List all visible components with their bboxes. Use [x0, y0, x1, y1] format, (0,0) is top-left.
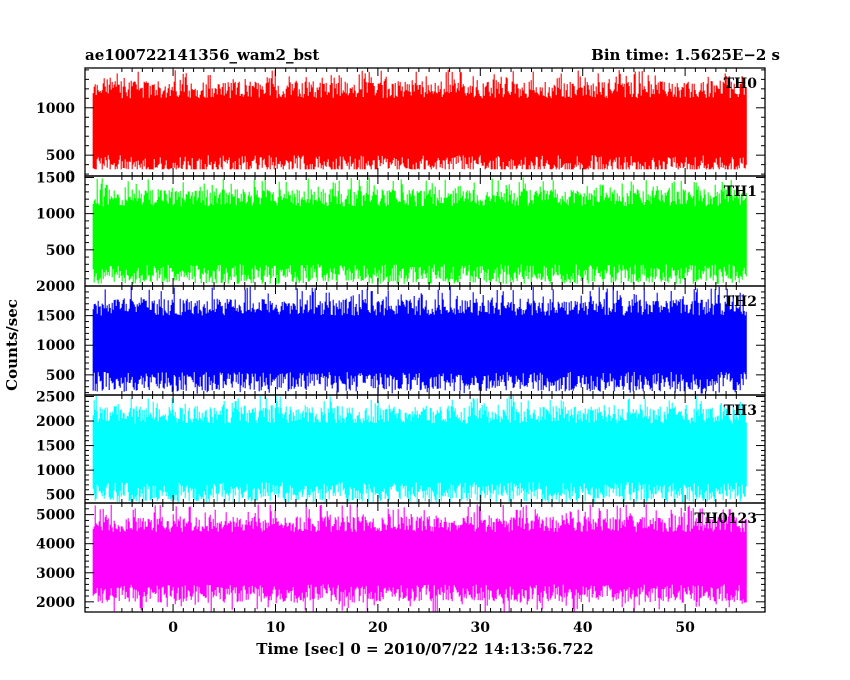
y-tick-label: 5000 [36, 508, 75, 524]
chart-subtitle: Bin time: 1.5625E−2 s [591, 46, 780, 64]
panel-label-TH0123: TH0123 [694, 511, 757, 527]
y-tick-label: 3000 [36, 566, 75, 582]
x-tick-label: 40 [573, 620, 593, 636]
y-tick-label: 1000 [36, 207, 75, 223]
series-line-TH0 [92, 69, 747, 170]
y-tick-label: 0 [65, 169, 75, 185]
x-axis-label: Time [sec] 0 = 2010/07/22 14:13:56.722 [256, 640, 593, 658]
series-line-TH0123 [92, 504, 747, 612]
series-line-TH3 [92, 395, 747, 502]
y-tick-label: 2000 [36, 279, 75, 295]
y-tick-label: 1500 [36, 170, 75, 186]
y-tick-label: 4000 [36, 537, 75, 553]
y-tick-label: 500 [46, 368, 75, 384]
panel-label-TH1: TH1 [724, 184, 757, 200]
y-tick-label: 500 [46, 148, 75, 164]
panel-label-TH3: TH3 [724, 403, 757, 419]
y-tick-label: 2000 [36, 414, 75, 430]
y-tick-label: 500 [46, 488, 75, 504]
y-tick-label: 2500 [36, 389, 75, 405]
y-tick-label: 1000 [36, 463, 75, 479]
x-tick-label: 20 [368, 620, 388, 636]
series-line-TH1 [92, 177, 747, 284]
y-tick-label: 1000 [36, 338, 75, 354]
panel-label-TH0: TH0 [724, 76, 758, 92]
panel-frame [84, 502, 766, 613]
x-tick-label: 50 [675, 620, 695, 636]
y-tick-label: 2000 [36, 595, 75, 611]
series-line-TH2 [92, 286, 747, 394]
y-tick-label: 1000 [36, 101, 75, 117]
panels-group: 50010000TH050010001500TH1500100015002000… [36, 67, 766, 636]
x-tick-label: 10 [266, 620, 286, 636]
y-axis-label: Counts/sec [3, 299, 21, 391]
y-tick-label: 500 [46, 243, 75, 259]
chart-title: ae100722141356_wam2_bst [85, 46, 319, 64]
panel-label-TH2: TH2 [724, 294, 757, 310]
x-tick-label: 0 [168, 620, 178, 636]
y-tick-label: 1500 [36, 309, 75, 325]
y-tick-label: 1500 [36, 439, 75, 455]
x-tick-label: 30 [471, 620, 491, 636]
